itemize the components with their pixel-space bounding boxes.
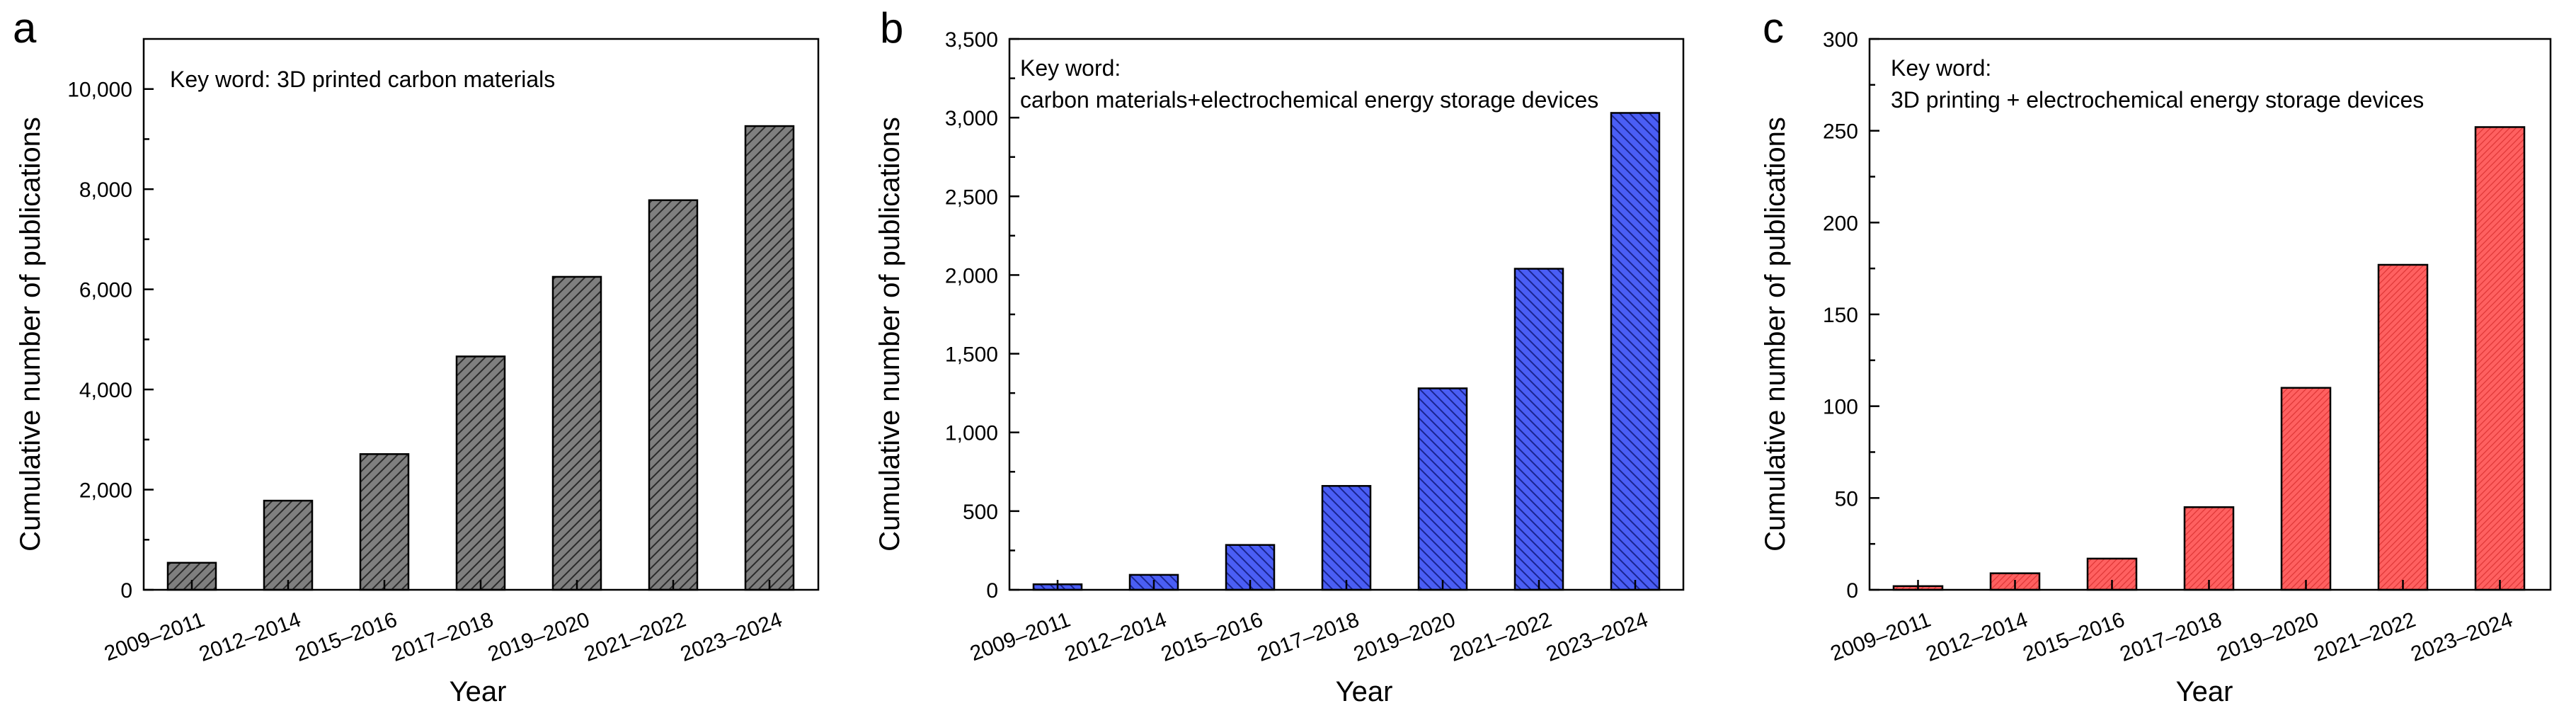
panel-c-y-tick-label: 300 [1823, 28, 1858, 52]
panel-c-y-tick-label: 200 [1823, 212, 1858, 235]
panel-c: c Cumulative number of publications Year… [1760, 4, 2552, 707]
panel-c-bar [2282, 387, 2330, 590]
panel-a-x-tick-label: 2017–2018 [389, 608, 496, 666]
panel-a-plot-frame [142, 38, 820, 591]
panel-c-x-axis-title: Year [2176, 676, 2233, 707]
panel-a-y-tick-label: 2,000 [79, 479, 132, 503]
panel-b-y-tick-label: 3,500 [945, 28, 998, 52]
panel-b-y-tick-label: 1,500 [945, 343, 998, 367]
panel-c-y-tick-label: 100 [1823, 396, 1858, 419]
panel-a-bar [360, 454, 408, 590]
panel-a-bar [457, 356, 505, 590]
panel-b-x-tick-label: 2009–2011 [967, 608, 1073, 666]
panel-c-plot-area: 0 50 100 150 200 250 300 2009–20112012–20142015… [1823, 28, 2526, 666]
panel-c-y-axis-title: Cumulative number of publications [1760, 117, 1791, 552]
panel-a-x-tick-label: 2009–2011 [101, 608, 207, 666]
panel-c-x-tick-label: 2021–2022 [2311, 608, 2418, 666]
panel-b-bar [1419, 388, 1467, 590]
panel-a-y-tick-label: 6,000 [79, 279, 132, 302]
panel-b-x-axis-title: Year [1336, 676, 1393, 707]
panel-c-letter: c [1763, 4, 1784, 52]
panel-b-y-tick-label: 500 [963, 501, 998, 524]
panel-c-x-tick-label: 2015–2016 [2020, 608, 2127, 666]
panel-a-x-axis-title: Year [450, 676, 507, 707]
panel-c-bar [2378, 264, 2427, 590]
panel-b-y-axis-title: Cumulative number of publications [874, 117, 905, 552]
panel-b-y-tick-label: 1,000 [945, 422, 998, 445]
panel-b-bar [1322, 486, 1370, 590]
panel-a-x-tick-label: 2012–2014 [196, 608, 304, 666]
panel-a-y-tick-label: 0 [120, 579, 132, 603]
panel-b: b Cumulative number of publications Year… [874, 4, 1685, 707]
panel-b-x-tick-label: 2012–2014 [1062, 608, 1169, 666]
panel-b-y-tick-label: 2,500 [945, 186, 998, 209]
panel-a-letter: a [13, 4, 37, 52]
panel-a-x-tick-label: 2021–2022 [581, 608, 689, 666]
panel-c-x-tick-label: 2023–2024 [2408, 608, 2515, 666]
panel-c-bar [2475, 127, 2524, 591]
panel-a-bar [649, 200, 697, 590]
panel-b-y-tick-label: 2,000 [945, 264, 998, 287]
panel-a-bar [745, 126, 794, 591]
panel-c-y-tick-label: 0 [1846, 579, 1858, 603]
panel-b-x-tick-label: 2023–2024 [1543, 608, 1651, 666]
panel-b-y-tick-label: 3,000 [945, 107, 998, 130]
panel-c-y-tick-label: 250 [1823, 120, 1858, 144]
panel-a-y-tick-label: 4,000 [79, 379, 132, 402]
panel-c-x-tick-label: 2019–2020 [2214, 608, 2321, 666]
panel-a: a Cumulative number of publications Year… [13, 4, 820, 707]
panel-a-y-axis-title: Cumulative number of publications [15, 117, 46, 552]
panel-c-annotation-line-1: Key word: [1891, 55, 1991, 81]
panel-c-x-tick-label: 2009–2011 [1828, 608, 1934, 666]
panel-c-y-tick-label: 150 [1823, 304, 1858, 327]
panel-b-y-tick-label: 0 [986, 579, 998, 603]
panel-b-letter: b [880, 4, 903, 52]
panel-c-annotation-line-2: 3D printing + electrochemical energy sto… [1891, 87, 2424, 113]
panel-b-bar [1611, 113, 1659, 590]
panel-a-x-tick-label: 2019–2020 [485, 608, 593, 666]
panel-b-plot-frame [1008, 38, 1685, 591]
panel-a-bar [553, 276, 601, 590]
panel-a-bar [264, 501, 312, 590]
panel-b-x-tick-label: 2017–2018 [1254, 608, 1362, 666]
panel-c-bar [2185, 507, 2233, 590]
panel-b-x-tick-label: 2019–2020 [1351, 608, 1458, 666]
panel-a-x-tick-label: 2015–2016 [292, 608, 400, 666]
panel-b-x-tick-label: 2015–2016 [1158, 608, 1266, 666]
panel-b-annotation-line-1: Key word: [1020, 55, 1121, 81]
panel-a-y-tick-label: 8,000 [79, 178, 132, 202]
panel-b-plot-area: 0 500 1,000 1,500 2,000 2,500 3,000 3,500 2009–2… [945, 28, 1661, 666]
panel-b-annotation-line-2: carbon materials+electrochemical energy … [1020, 87, 1598, 113]
panel-c-x-tick-label: 2017–2018 [2117, 608, 2224, 666]
panel-b-x-tick-label: 2021–2022 [1447, 608, 1555, 666]
panel-c-x-tick-label: 2012–2014 [1923, 608, 2030, 666]
panel-a-x-tick-label: 2023–2024 [677, 608, 785, 666]
panel-b-bar [1515, 268, 1563, 590]
panel-c-plot-frame [1868, 38, 2552, 591]
panel-a-plot-area: 0 2,000 4,000 6,000 8,000 10,000 2009–20112012… [67, 79, 795, 666]
panel-c-y-tick-label: 50 [1835, 487, 1858, 510]
panel-a-y-tick-label: 10,000 [67, 79, 132, 102]
panel-a-annotation-line-1: Key word: 3D printed carbon materials [170, 67, 555, 92]
